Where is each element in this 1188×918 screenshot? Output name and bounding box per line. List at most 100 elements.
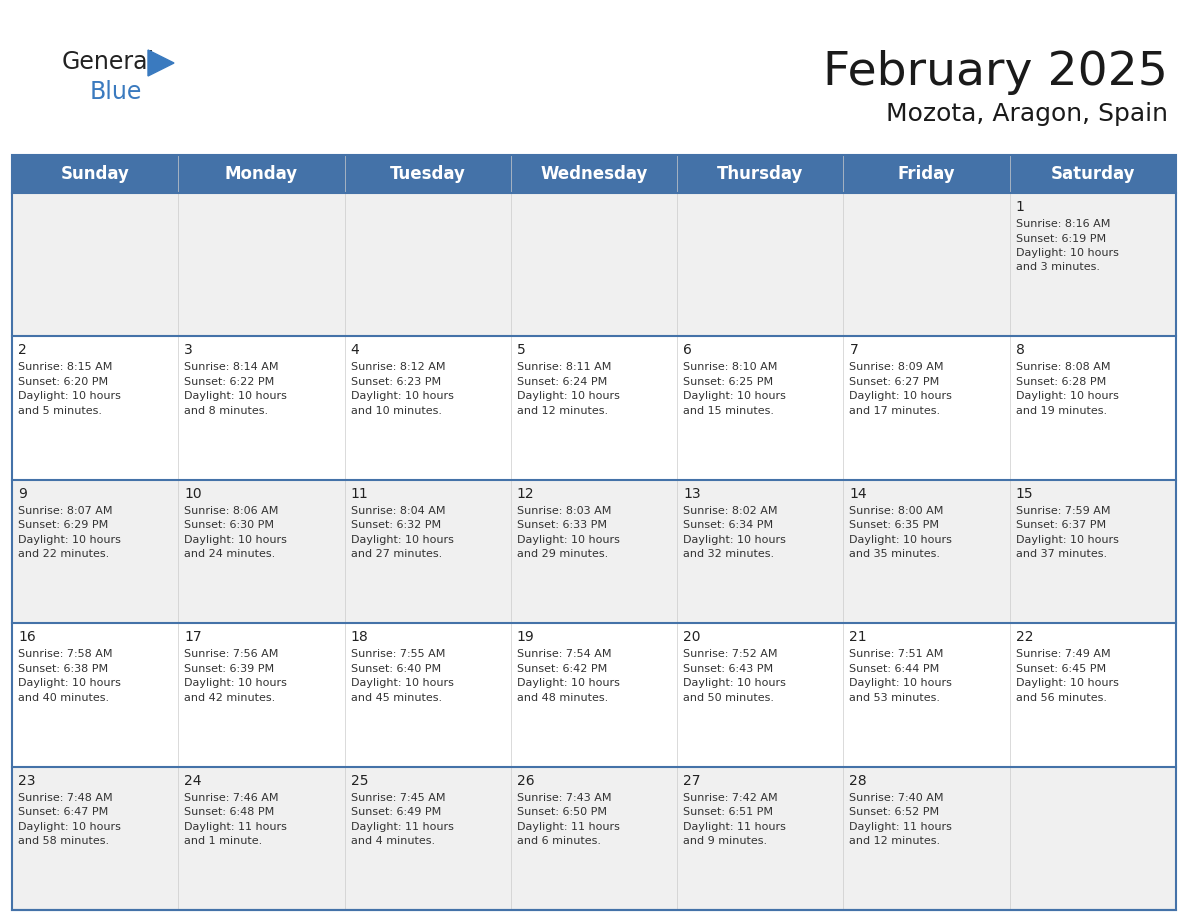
Text: Daylight: 11 hours: Daylight: 11 hours — [517, 822, 620, 832]
Text: General: General — [62, 50, 156, 74]
Bar — [12, 767, 1176, 910]
Text: Daylight: 10 hours: Daylight: 10 hours — [350, 535, 454, 544]
Text: Sunrise: 7:49 AM: Sunrise: 7:49 AM — [1016, 649, 1111, 659]
Text: 22: 22 — [1016, 630, 1034, 644]
Text: Sunset: 6:44 PM: Sunset: 6:44 PM — [849, 664, 940, 674]
Polygon shape — [148, 50, 173, 76]
Text: Daylight: 10 hours: Daylight: 10 hours — [1016, 678, 1119, 688]
Text: Blue: Blue — [90, 80, 143, 104]
Text: 3: 3 — [184, 343, 192, 357]
Text: Daylight: 11 hours: Daylight: 11 hours — [683, 822, 786, 832]
Text: and 17 minutes.: and 17 minutes. — [849, 406, 941, 416]
Text: Sunrise: 7:55 AM: Sunrise: 7:55 AM — [350, 649, 446, 659]
Text: 19: 19 — [517, 630, 535, 644]
Text: 8: 8 — [1016, 343, 1024, 357]
Text: Daylight: 10 hours: Daylight: 10 hours — [184, 535, 287, 544]
Text: Sunrise: 7:54 AM: Sunrise: 7:54 AM — [517, 649, 612, 659]
Text: Daylight: 10 hours: Daylight: 10 hours — [849, 678, 953, 688]
Text: and 45 minutes.: and 45 minutes. — [350, 693, 442, 702]
Text: and 42 minutes.: and 42 minutes. — [184, 693, 276, 702]
Text: Sunrise: 8:12 AM: Sunrise: 8:12 AM — [350, 363, 446, 373]
Bar — [12, 193, 1176, 336]
Text: Sunrise: 8:15 AM: Sunrise: 8:15 AM — [18, 363, 113, 373]
Text: Daylight: 11 hours: Daylight: 11 hours — [849, 822, 953, 832]
Text: 14: 14 — [849, 487, 867, 501]
Text: and 15 minutes.: and 15 minutes. — [683, 406, 775, 416]
Text: Sunrise: 7:42 AM: Sunrise: 7:42 AM — [683, 792, 778, 802]
Text: and 8 minutes.: and 8 minutes. — [184, 406, 268, 416]
Text: Sunset: 6:42 PM: Sunset: 6:42 PM — [517, 664, 607, 674]
Text: Sunset: 6:22 PM: Sunset: 6:22 PM — [184, 377, 274, 386]
Text: Sunset: 6:37 PM: Sunset: 6:37 PM — [1016, 521, 1106, 531]
Text: Daylight: 10 hours: Daylight: 10 hours — [184, 391, 287, 401]
Text: Daylight: 10 hours: Daylight: 10 hours — [350, 391, 454, 401]
Text: Monday: Monday — [225, 165, 298, 183]
Text: Sunrise: 8:16 AM: Sunrise: 8:16 AM — [1016, 219, 1110, 229]
Text: Sunset: 6:32 PM: Sunset: 6:32 PM — [350, 521, 441, 531]
Text: Sunrise: 8:02 AM: Sunrise: 8:02 AM — [683, 506, 778, 516]
Text: Tuesday: Tuesday — [390, 165, 466, 183]
Text: Sunrise: 8:03 AM: Sunrise: 8:03 AM — [517, 506, 612, 516]
Text: Daylight: 10 hours: Daylight: 10 hours — [1016, 535, 1119, 544]
Text: and 6 minutes.: and 6 minutes. — [517, 836, 601, 846]
Text: Sunrise: 8:11 AM: Sunrise: 8:11 AM — [517, 363, 612, 373]
Text: Sunset: 6:23 PM: Sunset: 6:23 PM — [350, 377, 441, 386]
Text: Daylight: 10 hours: Daylight: 10 hours — [18, 535, 121, 544]
Text: 26: 26 — [517, 774, 535, 788]
Text: Sunset: 6:20 PM: Sunset: 6:20 PM — [18, 377, 108, 386]
Text: 21: 21 — [849, 630, 867, 644]
Text: 2: 2 — [18, 343, 27, 357]
Text: Saturday: Saturday — [1050, 165, 1135, 183]
Text: Sunset: 6:48 PM: Sunset: 6:48 PM — [184, 807, 274, 817]
Text: Sunset: 6:51 PM: Sunset: 6:51 PM — [683, 807, 773, 817]
Text: and 12 minutes.: and 12 minutes. — [517, 406, 608, 416]
Text: Sunset: 6:38 PM: Sunset: 6:38 PM — [18, 664, 108, 674]
Text: and 5 minutes.: and 5 minutes. — [18, 406, 102, 416]
Bar — [12, 336, 1176, 480]
Text: and 4 minutes.: and 4 minutes. — [350, 836, 435, 846]
Bar — [12, 155, 1176, 193]
Text: Sunset: 6:39 PM: Sunset: 6:39 PM — [184, 664, 274, 674]
Text: Sunrise: 8:00 AM: Sunrise: 8:00 AM — [849, 506, 943, 516]
Text: 27: 27 — [683, 774, 701, 788]
Text: Sunrise: 7:40 AM: Sunrise: 7:40 AM — [849, 792, 944, 802]
Text: Sunrise: 8:06 AM: Sunrise: 8:06 AM — [184, 506, 279, 516]
Text: Sunset: 6:28 PM: Sunset: 6:28 PM — [1016, 377, 1106, 386]
Text: and 12 minutes.: and 12 minutes. — [849, 836, 941, 846]
Text: Sunrise: 7:52 AM: Sunrise: 7:52 AM — [683, 649, 778, 659]
Text: Friday: Friday — [898, 165, 955, 183]
Bar — [12, 155, 1176, 910]
Text: Sunset: 6:43 PM: Sunset: 6:43 PM — [683, 664, 773, 674]
Text: Sunrise: 7:46 AM: Sunrise: 7:46 AM — [184, 792, 279, 802]
Text: 11: 11 — [350, 487, 368, 501]
Text: 9: 9 — [18, 487, 27, 501]
Text: Sunrise: 7:43 AM: Sunrise: 7:43 AM — [517, 792, 612, 802]
Text: Daylight: 10 hours: Daylight: 10 hours — [849, 391, 953, 401]
Text: 12: 12 — [517, 487, 535, 501]
Text: Sunset: 6:29 PM: Sunset: 6:29 PM — [18, 521, 108, 531]
Text: Daylight: 10 hours: Daylight: 10 hours — [683, 678, 786, 688]
Text: and 19 minutes.: and 19 minutes. — [1016, 406, 1107, 416]
Bar — [12, 623, 1176, 767]
Text: Daylight: 10 hours: Daylight: 10 hours — [849, 535, 953, 544]
Text: Sunset: 6:40 PM: Sunset: 6:40 PM — [350, 664, 441, 674]
Text: Daylight: 10 hours: Daylight: 10 hours — [184, 678, 287, 688]
Text: Sunrise: 8:07 AM: Sunrise: 8:07 AM — [18, 506, 113, 516]
Text: Mozota, Aragon, Spain: Mozota, Aragon, Spain — [886, 102, 1168, 126]
Text: 4: 4 — [350, 343, 359, 357]
Text: Sunset: 6:49 PM: Sunset: 6:49 PM — [350, 807, 441, 817]
Text: Sunset: 6:25 PM: Sunset: 6:25 PM — [683, 377, 773, 386]
Bar — [12, 480, 1176, 623]
Text: Daylight: 10 hours: Daylight: 10 hours — [18, 822, 121, 832]
Text: 13: 13 — [683, 487, 701, 501]
Text: and 29 minutes.: and 29 minutes. — [517, 549, 608, 559]
Text: Sunrise: 8:09 AM: Sunrise: 8:09 AM — [849, 363, 944, 373]
Text: Sunset: 6:33 PM: Sunset: 6:33 PM — [517, 521, 607, 531]
Text: 17: 17 — [184, 630, 202, 644]
Text: Sunset: 6:47 PM: Sunset: 6:47 PM — [18, 807, 108, 817]
Text: Daylight: 10 hours: Daylight: 10 hours — [18, 391, 121, 401]
Text: and 22 minutes.: and 22 minutes. — [18, 549, 109, 559]
Text: 28: 28 — [849, 774, 867, 788]
Text: and 53 minutes.: and 53 minutes. — [849, 693, 941, 702]
Text: Daylight: 11 hours: Daylight: 11 hours — [184, 822, 287, 832]
